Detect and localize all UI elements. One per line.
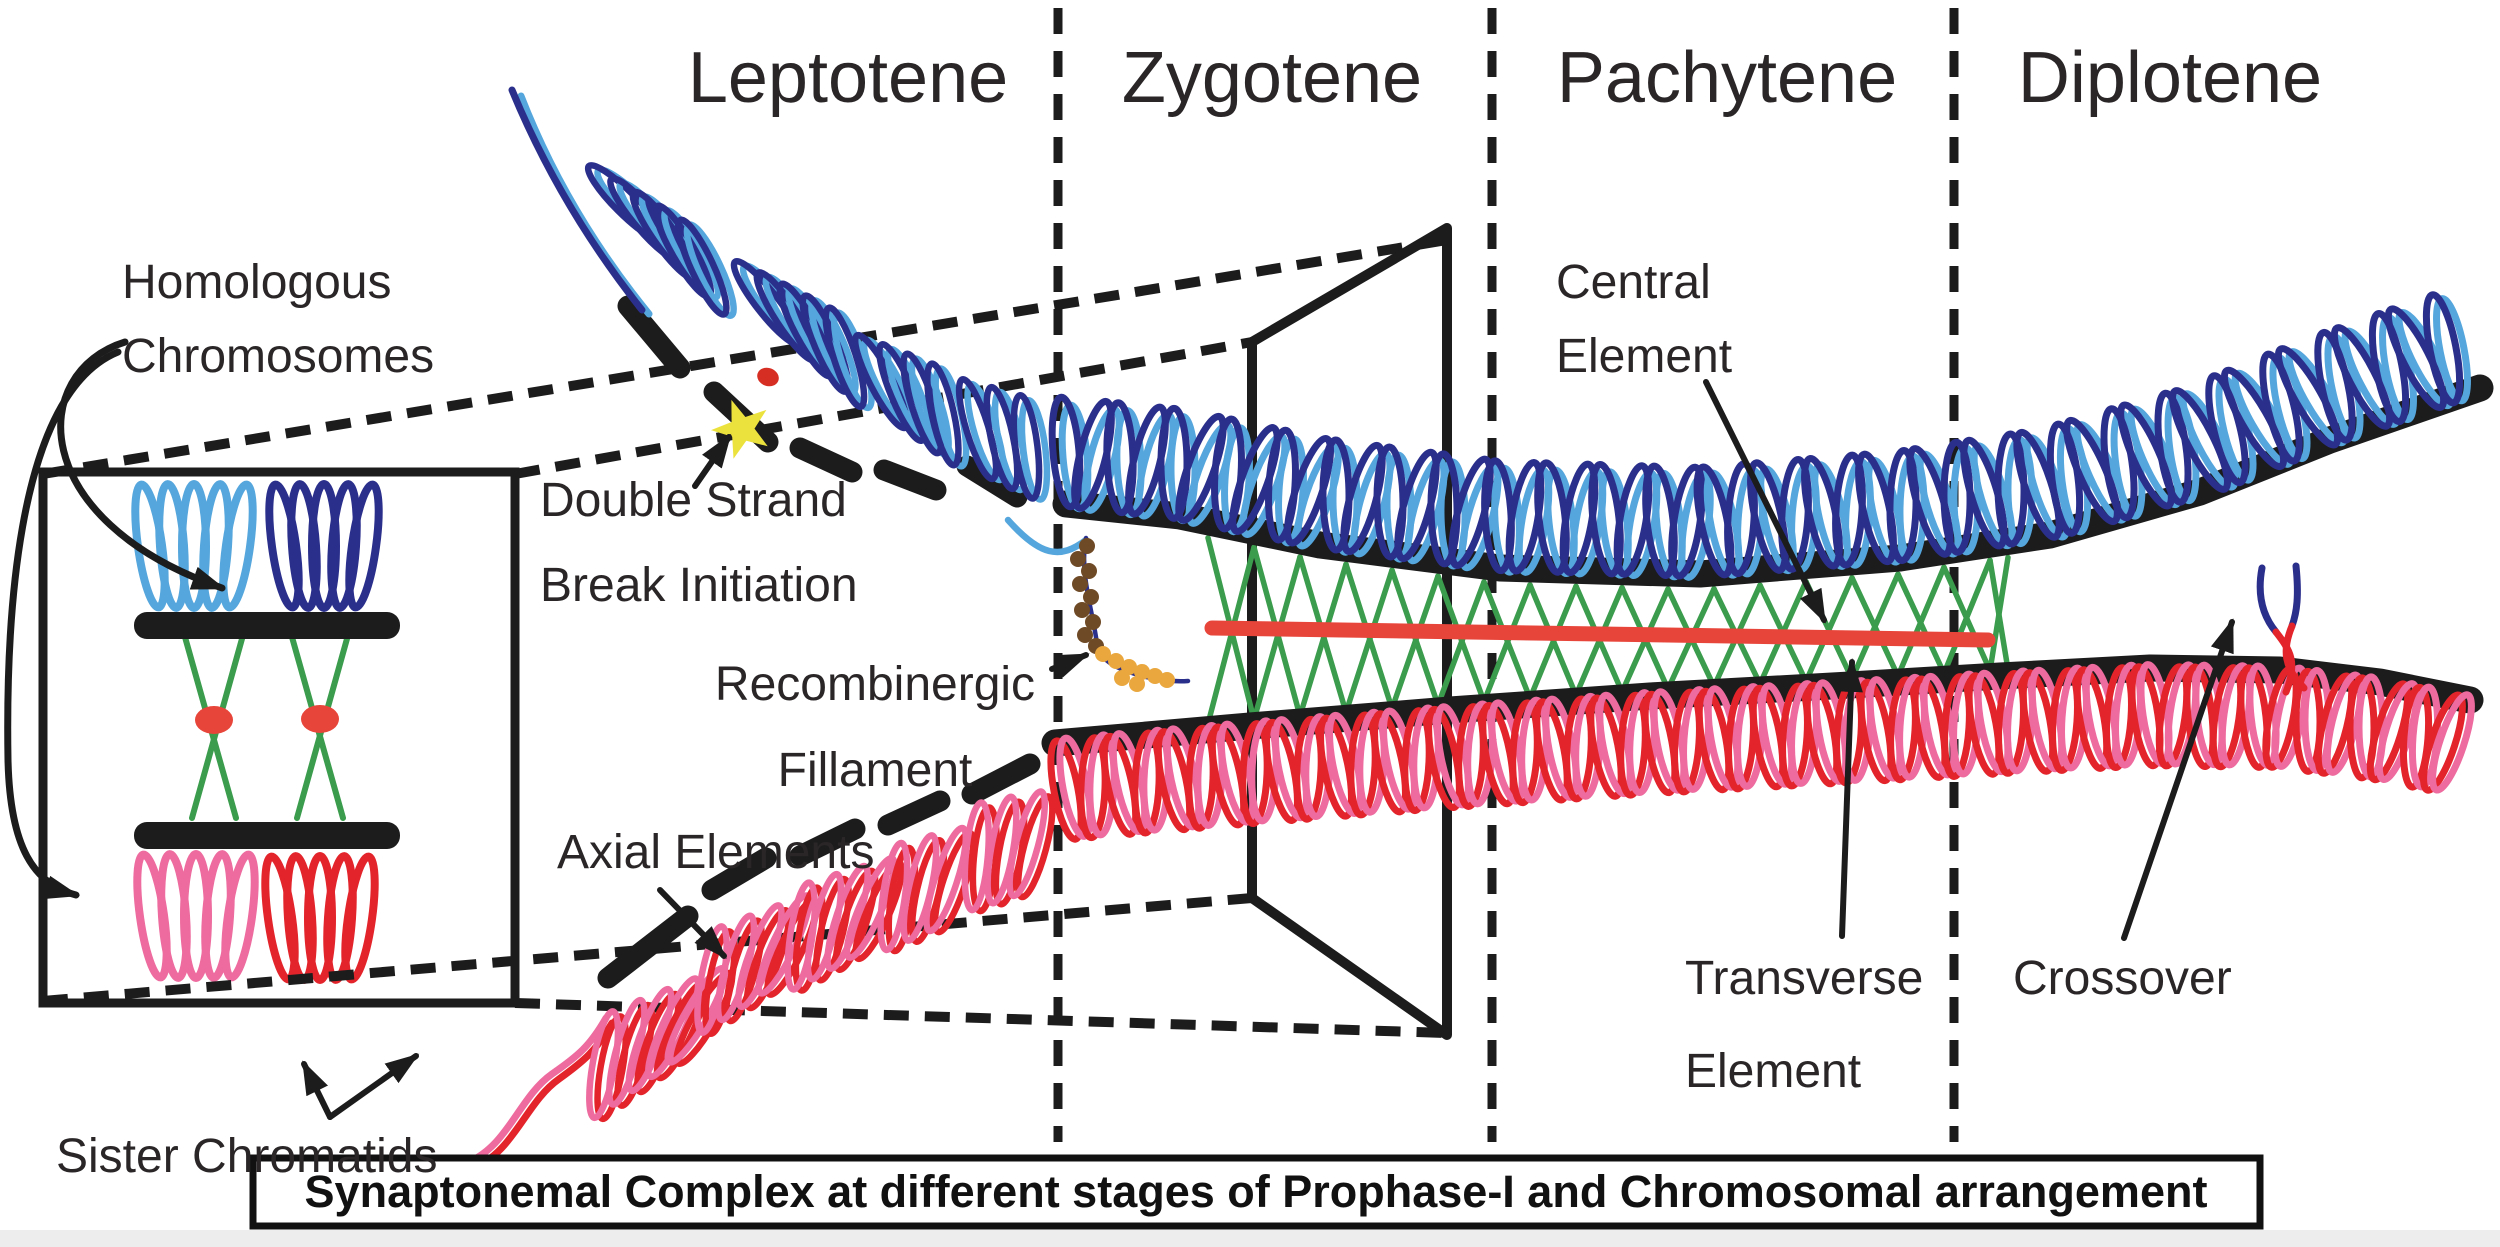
label-dsb-line2: Break Initiation <box>540 559 858 612</box>
label-crossover: Crossover <box>2013 952 2232 1005</box>
label-recombinergic-line1: Recombinergic <box>715 658 1035 711</box>
label-recombinergic-line2: Fillament <box>778 744 973 797</box>
stage-label-leptotene: Leptotene <box>688 38 1008 118</box>
label-homologous-line1: Homologous <box>122 256 391 309</box>
label-homologous-line2: Chromosomes <box>122 330 434 383</box>
label-transverse-line1: Transverse <box>1685 952 1923 1005</box>
label-dsb-line1: Double Strand <box>540 474 847 527</box>
stage-label-zygotene: Zygotene <box>1122 38 1422 118</box>
label-central-line1: Central <box>1556 256 1711 309</box>
caption-text: Synaptonemal Complex at different stages… <box>305 1166 2208 1217</box>
label-transverse-line2: Element <box>1685 1045 1861 1098</box>
label-central-line2: Element <box>1556 330 1732 383</box>
label-sister-chromatids: Sister Chromatids <box>56 1130 437 1183</box>
label-axial-elements: Axial Elements <box>557 826 874 879</box>
stage-label-diplotene: Diplotene <box>2018 38 2322 118</box>
stage-label-pachytene: Pachytene <box>1557 38 1897 118</box>
